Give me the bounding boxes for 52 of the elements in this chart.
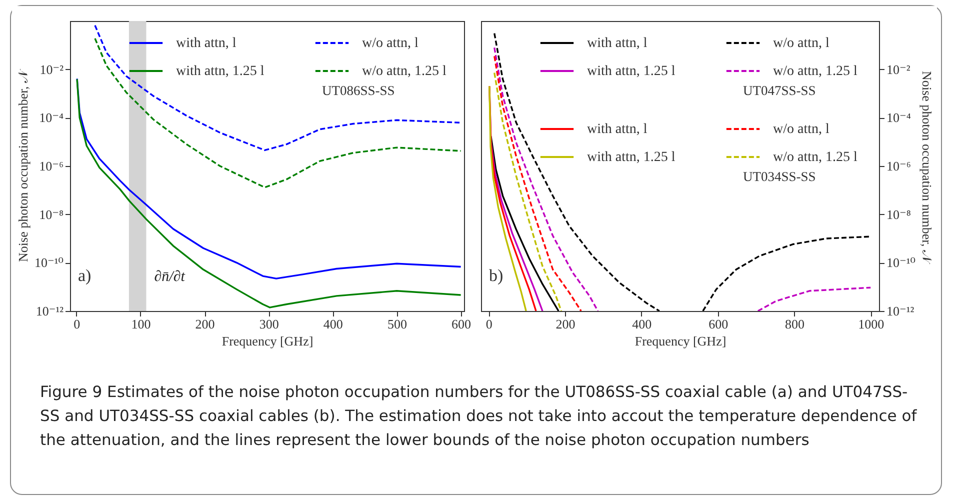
legend-label: with attn, l [587, 36, 648, 51]
x-tick-label: 300 [259, 316, 279, 332]
annotation: UT086SS-SS [322, 83, 395, 98]
legend-label: w/o attn, l [773, 36, 830, 51]
annotation: UT047SS-SS [743, 83, 816, 98]
legend-label: with attn, l [176, 36, 236, 51]
x-tick-label: 400 [323, 316, 343, 332]
x-tick-label: 1000 [858, 316, 884, 332]
y-tick-label: 10⁻¹² [36, 304, 64, 318]
y-tick-label: 10⁻⁸ [39, 206, 64, 222]
line-series [490, 135, 560, 311]
legend-label: w/o attn, 1.25 l [773, 64, 858, 79]
line-series [488, 85, 527, 311]
legend-label: w/o attn, 1.25 l [773, 150, 858, 165]
y-tick-label: 10⁻² [886, 62, 910, 77]
y-tick-label: 10⁻¹² [886, 304, 914, 318]
y-tick-label: 10⁻⁴ [39, 110, 64, 126]
legend-label: with attn, 1.25 l [176, 64, 264, 79]
x-tick-label: 400 [632, 316, 652, 332]
legend-label: with attn, 1.25 l [587, 64, 676, 79]
x-axis-title: Frequency [GHz] [634, 334, 726, 348]
annotation: b) [489, 266, 504, 285]
y-tick-label: 10⁻⁸ [886, 206, 912, 222]
y-tick-label: 10⁻⁶ [39, 158, 64, 174]
x-tick-label: 100 [131, 316, 151, 332]
caption: Figure 9 Estimates of the noise photon occupation numbers for the UT086SS-SS coaxial cable (a) and UT047SS-SS and UT034SS-SS coaxial cables (b). The estimation does not take into accout the temperature dependence of the attenuation, and the lines represent the lower bounds of the noise photon occupation numbers [40, 382, 918, 451]
x-tick-label: 200 [556, 316, 576, 332]
x-tick-label: 600 [708, 316, 728, 332]
x-tick-label: 200 [195, 316, 215, 332]
legend-label: with attn, 1.25 l [587, 150, 676, 165]
legend-label: w/o attn, l [773, 122, 830, 137]
x-tick-label: 800 [784, 316, 804, 332]
y-tick-label: 10⁻¹⁰ [34, 255, 64, 270]
x-tick-label: 0 [486, 316, 492, 332]
x-tick-label: 600 [452, 316, 472, 332]
y-tick-label: 10⁻² [40, 62, 64, 77]
y-tick-label: 10⁻⁴ [886, 110, 912, 126]
legend-label: with attn, l [587, 122, 648, 137]
x-axis-title: Frequency [GHz] [222, 334, 314, 348]
x-tick-label: 0 [74, 316, 80, 332]
y-tick-label: 10⁻¹⁰ [886, 255, 916, 270]
band-label: ∂n̄/∂t [154, 269, 186, 285]
annotation: a) [78, 266, 92, 285]
legend-label: w/o attn, l [362, 36, 418, 51]
legend-label: w/o attn, 1.25 l [362, 64, 446, 79]
y-tick-label: 10⁻⁶ [886, 158, 911, 174]
annotation: UT034SS-SS [743, 169, 816, 184]
line-series [94, 38, 462, 188]
y-axis-title: Noise photon occupation number, 𝒩 [919, 71, 934, 265]
x-tick-label: 500 [387, 316, 407, 332]
y-axis-title: Noise photon occupation number, 𝒩 [16, 68, 31, 262]
line-series [94, 24, 462, 152]
